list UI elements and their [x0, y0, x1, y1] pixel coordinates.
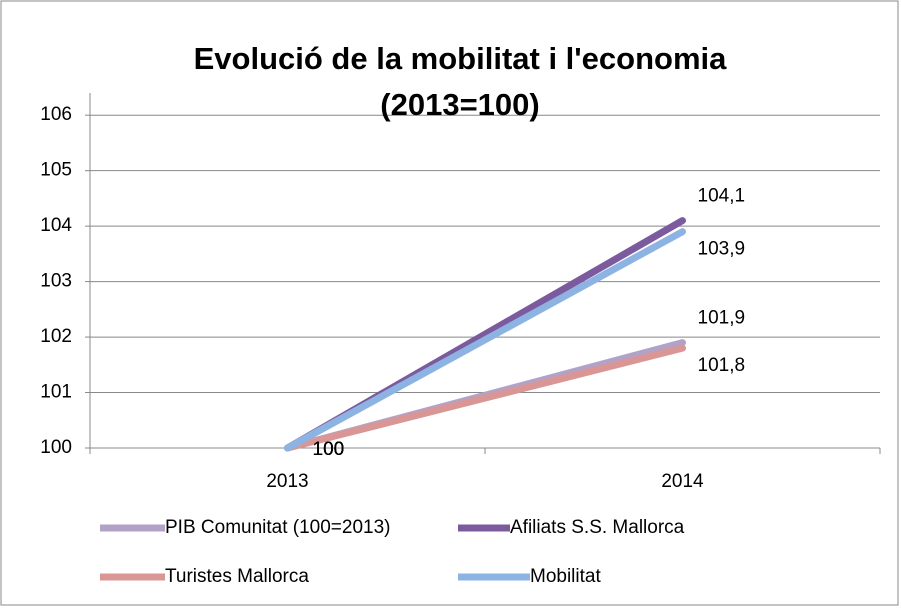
x-tick-label: 2013 [266, 471, 308, 492]
data-label: 104,1 [698, 186, 746, 207]
y-tick-label: 104 [40, 215, 72, 236]
series-line [284, 228, 686, 452]
y-tick-label: 105 [40, 160, 72, 181]
y-tick-label: 103 [40, 271, 72, 292]
legend-label: Mobilitat [530, 566, 601, 587]
y-tick-label: 101 [40, 382, 72, 403]
chart-title: Evolució de la mobilitat i l'economia (2… [193, 41, 727, 122]
data-label: 101,9 [698, 308, 746, 329]
data-label: 100 [313, 439, 345, 460]
data-label: 100 [313, 439, 345, 460]
series-line [284, 344, 686, 452]
y-tick-label: 102 [40, 326, 72, 347]
legend-label: PIB Comunitat (100=2013) [165, 517, 391, 538]
legend-label: Afiliats S.S. Mallorca [510, 517, 685, 538]
data-label: 103,9 [698, 239, 746, 260]
data-label: 100 [313, 439, 345, 460]
legend-label: Turistes Mallorca [165, 566, 309, 587]
y-tick-label: 100 [40, 437, 72, 458]
x-tick-label: 2014 [661, 471, 704, 492]
data-label: 101,8 [698, 355, 746, 376]
y-tick-label: 106 [40, 104, 72, 125]
data-label: 100 [313, 439, 345, 460]
